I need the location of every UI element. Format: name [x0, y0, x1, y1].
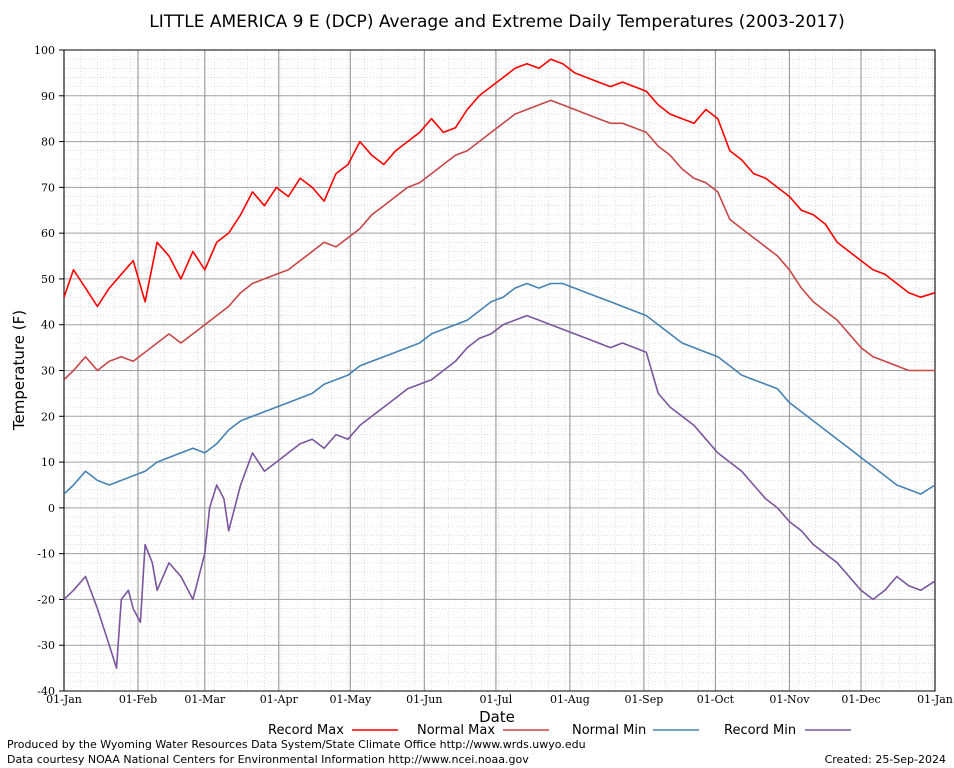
y-tick-label: 40 [41, 319, 55, 332]
x-tick-label: 01-Jul [480, 693, 513, 706]
series-layer [63, 58, 936, 669]
series-normal-min [63, 282, 936, 495]
x-tick-label: 01-Dec [841, 693, 880, 706]
x-tick-label: 01-May [329, 693, 372, 706]
y-tick-label: 70 [41, 181, 55, 194]
minor-grid [63, 50, 935, 691]
x-tick-label: 01-Feb [119, 693, 157, 706]
y-axis-label: Temperature (F) [10, 310, 28, 431]
y-tick-label: 30 [41, 365, 55, 378]
footer-produced-by: Produced by the Wyoming Water Resources … [7, 738, 586, 751]
y-tick-label: 80 [41, 136, 55, 149]
x-axis-label: Date [479, 708, 515, 726]
x-tick-label: 01-Sep [624, 693, 663, 706]
series-normal-max [63, 99, 935, 381]
x-tick-label: 01-Jun [406, 693, 442, 706]
y-tick-label: 50 [41, 273, 55, 286]
x-tick-label: 01-Nov [769, 693, 810, 706]
y-tick-label: 20 [41, 410, 55, 423]
chart-title: LITTLE AMERICA 9 E (DCP) Average and Ext… [149, 12, 844, 32]
series-record-max [63, 58, 936, 308]
footer-data-courtesy: Data courtesy NOAA National Centers for … [7, 753, 529, 766]
y-tick-label: -20 [37, 593, 55, 606]
x-tick-label: 01-Apr [260, 693, 299, 706]
y-tick-label: 60 [41, 227, 55, 240]
series-record-min [63, 314, 936, 669]
x-tick-label: 01-Mar [184, 693, 226, 706]
y-tick-label: 10 [41, 456, 55, 469]
footer-created-date: Created: 25-Sep-2024 [824, 753, 946, 766]
legend: Record Max Normal Max Normal Min Record … [268, 723, 851, 738]
y-tick-label: 0 [48, 502, 55, 515]
x-tick-label: 01-Jan [917, 693, 953, 706]
y-tick-label: -30 [37, 639, 55, 652]
legend-label-record-min: Record Min [724, 723, 796, 738]
legend-label-record-max: Record Max [268, 723, 344, 738]
y-tick-label: 100 [34, 44, 55, 57]
y-tick-label: -40 [37, 685, 55, 698]
legend-label-normal-max: Normal Max [417, 723, 495, 738]
x-tick-labels: 01-Jan 01-Feb 01-Mar 01-Apr 01-May 01-Jun 01-J… [46, 693, 953, 706]
x-tick-label: 01-Aug [550, 693, 590, 706]
x-tick-label: 01-Oct [697, 693, 735, 706]
legend-label-normal-min: Normal Min [572, 723, 646, 738]
y-tick-label: 90 [41, 90, 55, 103]
y-tick-label: -10 [37, 548, 55, 561]
x-tick-label: 01-Jan [46, 693, 82, 706]
